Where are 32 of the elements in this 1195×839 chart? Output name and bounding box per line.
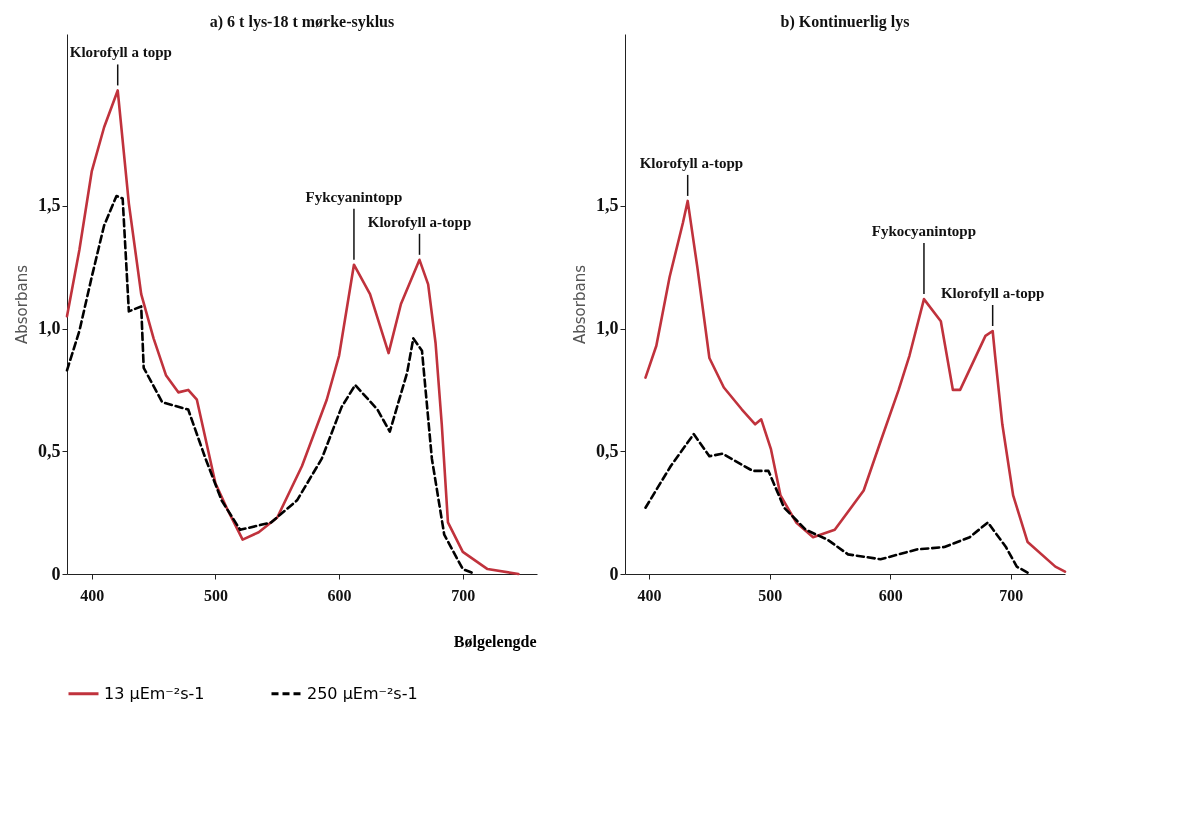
annotation: Klorofyll a-topp bbox=[940, 285, 1045, 301]
y-tick-label: 1,5 bbox=[596, 195, 619, 216]
annotation: Fykcyanintopp bbox=[305, 188, 403, 205]
x-tick-label: 600 bbox=[327, 586, 352, 604]
y-tick-label: 0 bbox=[609, 563, 619, 584]
y-tick-label: 1,0 bbox=[38, 318, 61, 339]
y-axis-title: Absorbans bbox=[571, 264, 589, 344]
x-tick-label: 400 bbox=[637, 586, 662, 604]
x-tick-label: 500 bbox=[758, 586, 783, 604]
y-tick-label: 1,0 bbox=[596, 318, 619, 339]
line-series bbox=[65, 89, 520, 576]
x-tick-label: 500 bbox=[203, 586, 228, 604]
y-tick-label: 0,5 bbox=[596, 440, 619, 461]
y-tick-label: 1,5 bbox=[38, 195, 61, 216]
y-tick-label: 0,5 bbox=[38, 440, 61, 461]
x-tick-label: 700 bbox=[451, 586, 476, 604]
chart-title: a) 6 t lys-18 t mørke-syklus bbox=[209, 13, 395, 31]
x-tick-label: 700 bbox=[999, 586, 1024, 604]
y-axis-title: Absorbans bbox=[13, 264, 31, 344]
legend-label: 250 μEm⁻²s-1 bbox=[307, 683, 418, 703]
x-tick-label: 400 bbox=[80, 586, 105, 604]
x-axis-title: Bølgelengde bbox=[453, 632, 537, 651]
line-series bbox=[644, 432, 1032, 576]
line-series bbox=[644, 199, 1067, 573]
annotation: Klorofyll a topp bbox=[69, 44, 172, 61]
y-tick-label: 0 bbox=[51, 563, 61, 584]
annotation: Klorofyll a-topp bbox=[639, 154, 744, 171]
x-tick-label: 600 bbox=[878, 586, 903, 604]
annotation: Klorofyll a-topp bbox=[367, 213, 472, 230]
chart-title: b) Kontinuerlig lys bbox=[780, 13, 910, 31]
legend-label: 13 μEm⁻²s-1 bbox=[104, 683, 205, 703]
annotation: Fykocyanintopp bbox=[871, 223, 977, 240]
